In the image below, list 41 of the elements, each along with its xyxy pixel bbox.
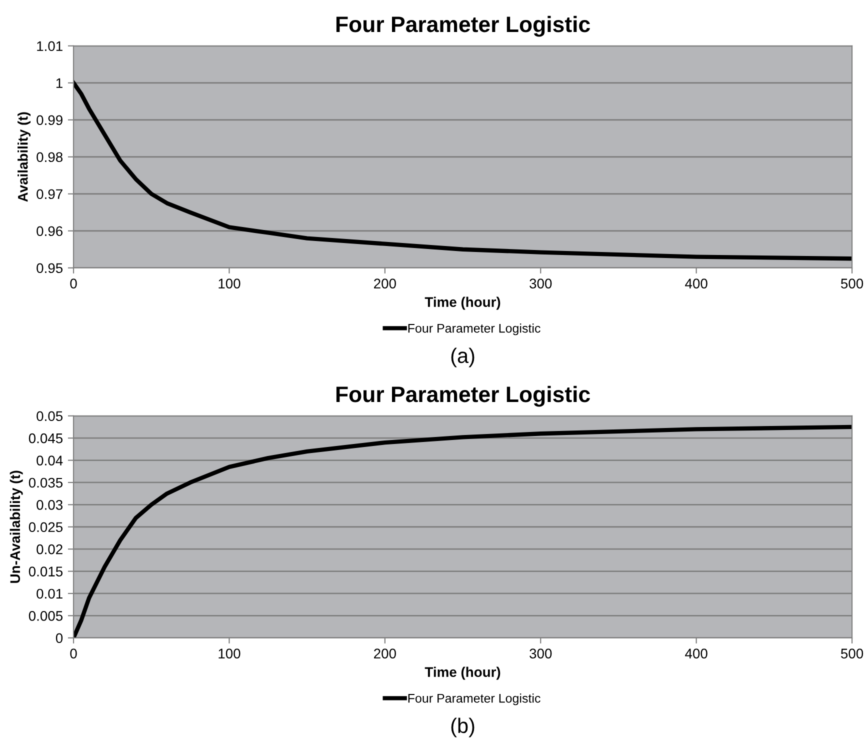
x-tick-label: 300 <box>530 278 552 288</box>
y-tick-label: 0.005 <box>28 611 63 621</box>
x-tick-label: 0 <box>70 278 77 288</box>
x-tick-label: 300 <box>530 648 552 658</box>
y-tick-label: 0.045 <box>28 433 63 444</box>
y-tick-label: 0.04 <box>36 456 63 466</box>
x-tick-label: 100 <box>218 648 240 658</box>
x-tick-label: 0 <box>70 648 77 658</box>
y-tick-label: 0.98 <box>36 152 63 162</box>
y-tick-label: 0.02 <box>36 544 62 554</box>
x-axis-title: Time (hour) <box>424 296 500 310</box>
y-tick-label: 0.99 <box>36 115 62 126</box>
y-tick-label: 0.96 <box>36 226 62 236</box>
y-tick-label: 0 <box>56 633 63 644</box>
y-tick-label: 0.03 <box>36 500 62 510</box>
x-axis-title: Time (hour) <box>424 666 500 680</box>
y-tick-label: 1.01 <box>37 41 62 52</box>
y-tick-label: 0.01 <box>36 588 62 599</box>
x-tick-label: 500 <box>840 648 864 658</box>
y-axis-title: Availability (t) <box>18 112 31 202</box>
legend-label: Four Parameter Logistic <box>408 324 540 336</box>
x-tick-label: 200 <box>374 278 396 288</box>
x-tick-label: 400 <box>685 278 708 288</box>
chart-title: Four Parameter Logistic <box>336 16 590 37</box>
line-series <box>74 80 852 261</box>
text: (a) <box>451 348 474 368</box>
x-tick-label: 400 <box>685 648 708 658</box>
chart-title: Four Parameter Logistic <box>336 386 590 407</box>
y-tick-label: 1 <box>56 78 62 88</box>
y-tick-label: 0.015 <box>28 566 63 576</box>
y-tick-label: 0.97 <box>36 189 62 200</box>
y-tick-label: 0.025 <box>28 522 63 532</box>
y-tick-label: 0.95 <box>36 263 63 274</box>
y-axis-title: Un-Availability (t) <box>10 470 23 583</box>
x-tick-label: 200 <box>374 648 396 658</box>
x-tick-label: 500 <box>840 278 864 288</box>
legend-label: Four Parameter Logistic <box>408 694 540 706</box>
y-tick-label: 0.035 <box>28 478 63 488</box>
y-tick-label: 0.05 <box>36 411 63 422</box>
x-tick-label: 100 <box>218 278 240 288</box>
text: (b) <box>451 718 474 738</box>
